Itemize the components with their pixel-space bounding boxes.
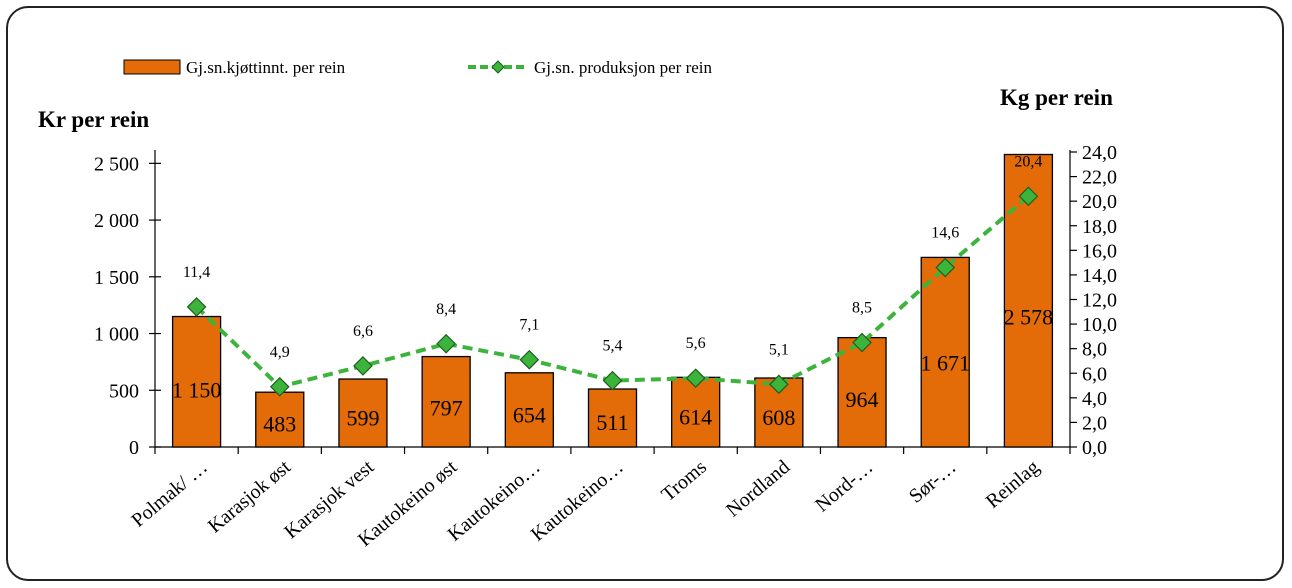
bar-value-label: 599	[346, 405, 379, 430]
line-value-label: 5,4	[603, 338, 623, 355]
line-value-label: 14,6	[931, 225, 959, 242]
bar-value-label: 964	[846, 387, 879, 412]
y-right-tick-label: 14,0	[1082, 265, 1117, 287]
bar	[920, 256, 970, 448]
x-tick-label: Nord-…	[811, 456, 877, 516]
y-left-tick-label: 2 500	[94, 153, 139, 175]
line-point	[1018, 186, 1039, 207]
x-tick-label: Polmak/ …	[127, 456, 211, 532]
y-right-tick-label: 22,0	[1082, 167, 1117, 189]
line-value-label: 20,4	[1014, 153, 1042, 170]
y-left-tick-label: 2 000	[94, 210, 139, 232]
line-point	[935, 257, 956, 278]
bar-value-label: 1 150	[172, 377, 222, 402]
bar	[338, 378, 388, 448]
bar-value-label: 797	[430, 395, 463, 420]
line-point	[269, 376, 290, 397]
y-left-tick-label: 0	[129, 437, 139, 459]
legend: Gj.sn.kjøttinnt. per rein Gj.sn. produks…	[123, 58, 713, 77]
line-point	[602, 370, 623, 391]
y-right-tick-label: 18,0	[1082, 216, 1117, 238]
bar-value-label: 614	[679, 405, 712, 430]
y-right-tick-label: 2,0	[1082, 412, 1107, 434]
y-right-tick-label: 8,0	[1082, 339, 1107, 361]
line-value-label: 4,9	[270, 344, 290, 361]
line-point	[769, 374, 789, 395]
axes: 0 500 1 000 1 500 2 000 2 500 0,0 2,04,0 6,08,0 1…	[94, 142, 1117, 551]
y-left-tick-label: 1 000	[94, 324, 139, 346]
legend-bar-label: Gj.sn.kjøttinnt. per rein	[186, 58, 346, 77]
y-left-tick-label: 500	[109, 380, 139, 402]
line-point	[353, 356, 373, 376]
line-series: 11,4 4,9 6,6 8,4 7,1 5,4 5,6 5,1 8,5 14,6 20,4	[183, 153, 1042, 397]
bar	[504, 372, 554, 448]
y-right-tick-label: 6,0	[1082, 363, 1107, 385]
line-value-label: 6,6	[353, 323, 373, 340]
bar	[671, 376, 721, 448]
x-tick-label: Troms	[657, 456, 711, 506]
line-value-label: 8,4	[436, 301, 456, 318]
y-left-tick-label: 1 500	[94, 267, 139, 289]
x-tick-label: Sør-…	[905, 456, 961, 508]
legend-line-marker	[491, 60, 505, 74]
bar-value-label: 608	[762, 405, 795, 430]
y-right-tick-label: 4,0	[1082, 388, 1107, 410]
x-tick-label: Nordland	[722, 456, 794, 521]
bar	[587, 388, 638, 448]
bar-value-label: 654	[513, 403, 546, 428]
line-point	[519, 349, 540, 370]
x-tick-label: Reinlag	[982, 456, 1044, 513]
y-left-axis-title: Kr per rein	[38, 107, 149, 132]
line-point	[685, 368, 706, 389]
line-point	[186, 297, 207, 317]
legend-line-label: Gj.sn. produksjon per rein	[534, 58, 713, 77]
y-right-tick-label: 20,0	[1082, 191, 1117, 213]
line-value-label: 8,5	[852, 300, 872, 317]
bar-value-label: 511	[596, 410, 628, 435]
line-value-label: 5,1	[769, 341, 789, 358]
line-point	[436, 333, 456, 354]
x-tick-label: Kautokeino…	[527, 456, 628, 546]
bar	[171, 315, 222, 448]
y-right-tick-label: 12,0	[1082, 290, 1117, 312]
line-value-label: 7,1	[519, 317, 539, 334]
legend-bar-swatch	[123, 59, 181, 75]
bar-value-label: 2 578	[1004, 304, 1054, 329]
y-right-tick-label: 16,0	[1082, 240, 1117, 262]
bar-value-label: 483	[263, 411, 296, 436]
bar	[421, 355, 471, 448]
y-right-tick-label: 24,0	[1082, 142, 1117, 164]
line-point	[852, 332, 872, 353]
y-right-tick-label: 0,0	[1082, 437, 1107, 459]
bar-series: 1 150 483 599 797 654 511 614 608 964 1 671 2 578	[171, 153, 1054, 448]
line-value-label: 11,4	[183, 264, 210, 281]
line-path	[195, 194, 1030, 389]
y-right-axis-title: Kg per rein	[1000, 85, 1113, 110]
bar-value-label: 1 671	[920, 351, 970, 376]
line-value-label: 5,6	[686, 335, 706, 352]
y-right-tick-label: 10,0	[1082, 314, 1117, 336]
chart-frame	[6, 6, 1284, 581]
bar	[255, 391, 305, 448]
